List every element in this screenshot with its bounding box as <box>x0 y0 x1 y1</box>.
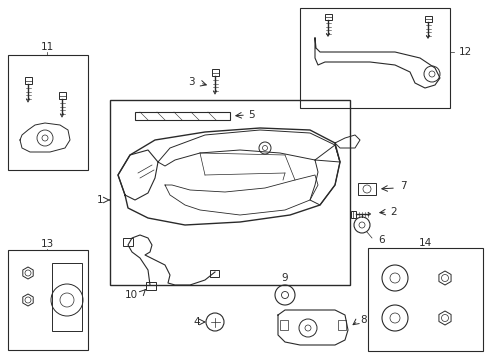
Text: 2: 2 <box>390 207 396 217</box>
Text: 6: 6 <box>379 235 385 245</box>
Bar <box>52 263 82 331</box>
Text: 11: 11 <box>40 42 53 52</box>
Text: 8: 8 <box>360 315 367 325</box>
Bar <box>280 320 288 330</box>
Bar <box>358 183 376 195</box>
Text: 5: 5 <box>248 110 255 120</box>
Bar <box>324 14 332 20</box>
Bar <box>110 100 350 285</box>
Bar <box>300 8 450 108</box>
Text: 13: 13 <box>40 239 53 249</box>
Bar <box>135 112 230 120</box>
Bar <box>351 211 356 217</box>
Bar <box>212 69 219 76</box>
Text: 14: 14 <box>418 238 432 248</box>
Bar <box>58 92 66 99</box>
Text: 3: 3 <box>188 77 195 87</box>
Text: 1: 1 <box>97 195 103 205</box>
Text: 4: 4 <box>194 317 200 327</box>
Bar <box>368 248 483 351</box>
Text: 10: 10 <box>125 290 138 300</box>
Bar <box>8 55 88 170</box>
Bar <box>338 320 346 330</box>
Bar <box>123 238 133 246</box>
Text: 9: 9 <box>282 273 288 283</box>
Bar <box>8 250 88 350</box>
Bar <box>146 282 156 290</box>
Text: 12: 12 <box>459 47 472 57</box>
Text: 7: 7 <box>400 181 407 191</box>
Bar <box>210 270 219 277</box>
Bar <box>24 77 31 84</box>
Bar <box>424 16 432 22</box>
